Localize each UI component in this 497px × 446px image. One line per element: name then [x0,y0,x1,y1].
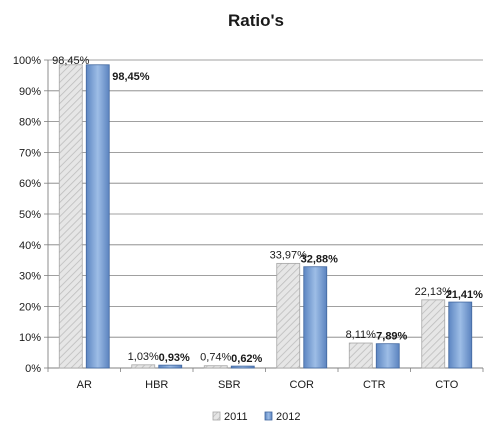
y-tick-label: 80% [19,117,41,129]
bar-2012-COR [303,266,328,369]
data-label-2012-SBR: 0,62% [231,353,262,365]
labels-layer: AR 98,45% 98,45% HBR 1,03% 0,93% SBR 0,74% 0,62%… [52,55,483,391]
x-tick-label: COR [290,379,315,391]
bar-2012-CTO [448,301,473,369]
x-tick-label: CTO [435,379,458,391]
chart-title: Ratio's [228,11,284,30]
y-tick-label: 90% [19,86,41,98]
y-tick-label: 30% [19,271,41,283]
data-label-2011-CTR: 8,11% [346,329,377,341]
bar-2011-CTO [421,299,446,369]
x-tick-label: CTR [363,379,386,391]
legend-swatch-2012 [264,411,273,421]
legend: 2011 2012 [212,411,300,423]
data-label-2011-HBR: 1,03% [128,351,159,363]
y-tick-label: 60% [19,178,41,190]
y-tick-label: 100% [13,55,41,67]
bar-2011-COR [276,262,301,369]
y-tick-label: 40% [19,240,41,252]
data-label-2012-CTO: 21,41% [446,289,484,301]
y-tick-label: 70% [19,147,41,159]
grid-layer: 0% 10% 20% 30% 40% 50% 60% 70% 80% 90% 100% [13,55,484,375]
legend-label-2011: 2011 [224,411,248,423]
data-label-2011-CTO: 22,13% [415,286,453,298]
data-label-2011-AR: 98,45% [52,55,90,67]
y-tick-label: 50% [19,209,41,221]
bar-2012-CTR [375,343,400,369]
data-label-2012-AR: 98,45% [112,71,150,83]
bar-2012-HBR [158,364,183,369]
data-label-2011-SBR: 0,74% [200,352,231,364]
y-tick-label: 0% [25,363,41,375]
bar-2011-HBR [131,364,156,369]
x-tick-label: HBR [145,379,168,391]
bar-2011-AR [58,64,83,369]
data-label-2012-COR: 32,88% [301,254,339,266]
y-tick-label: 10% [19,332,41,344]
data-label-2012-CTR: 7,89% [376,331,407,343]
x-tick-label: AR [77,379,92,391]
bar-2012-SBR [230,365,255,369]
bar-2012-AR [85,64,110,369]
x-tick-label: SBR [218,379,241,391]
data-label-2011-COR: 33,97% [270,249,308,261]
data-label-2012-HBR: 0,93% [159,352,190,364]
bar-2011-CTR [348,342,373,369]
legend-swatch-2011 [212,411,221,421]
y-tick-label: 20% [19,301,41,313]
bars-layer [58,64,473,369]
legend-label-2012: 2012 [276,411,300,423]
bar-2011-SBR [203,365,228,369]
